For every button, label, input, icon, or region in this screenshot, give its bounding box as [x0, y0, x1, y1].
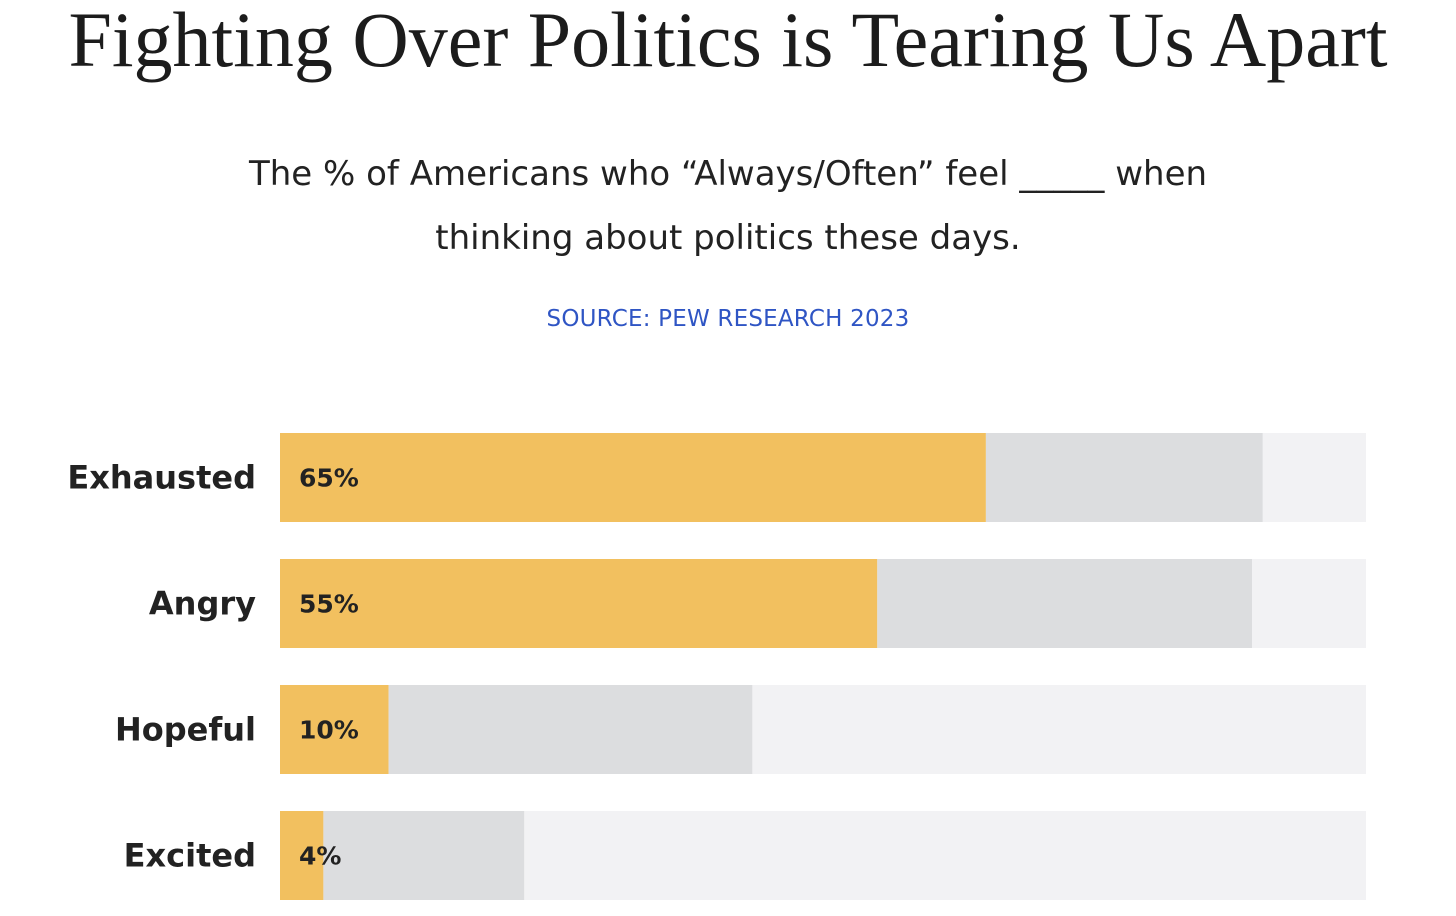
bar-always-often-exhausted [280, 433, 986, 522]
bar-sometimes-angry [877, 559, 1252, 648]
bar-rest-excited [524, 811, 1366, 900]
bar-rest-exhausted [1262, 433, 1366, 522]
category-label: Exhausted [67, 459, 256, 497]
value-label: 55% [299, 590, 359, 619]
bar-row-hopeful: Hopeful 10% [115, 685, 1366, 774]
chart-subtitle: The % of Americans who “Always/Often” fe… [248, 154, 1208, 258]
chart-title: Fighting Over Politics is Tearing Us Apa… [68, 0, 1388, 83]
bar-row-excited: Excited 4% [124, 811, 1366, 900]
bar-sometimes-hopeful [388, 685, 753, 774]
value-label: 4% [299, 842, 341, 871]
category-label: Excited [124, 837, 256, 875]
category-label: Angry [149, 585, 256, 623]
bar-row-angry: Angry 55% [149, 559, 1366, 648]
bar-rest-hopeful [752, 685, 1366, 774]
category-label: Hopeful [115, 711, 256, 749]
value-label: 65% [299, 464, 359, 493]
bar-sometimes-excited [323, 811, 525, 900]
bar-always-often-angry [280, 559, 878, 648]
bar-sometimes-exhausted [985, 433, 1263, 522]
bar-rest-angry [1252, 559, 1366, 648]
source-note: SOURCE: PEW RESEARCH 2023 [546, 306, 910, 332]
bar-always-often-hopeful [280, 685, 389, 774]
bar-row-exhausted: Exhausted 65% [67, 433, 1366, 522]
bar-always-often-excited [280, 811, 324, 900]
value-label: 10% [299, 716, 359, 745]
